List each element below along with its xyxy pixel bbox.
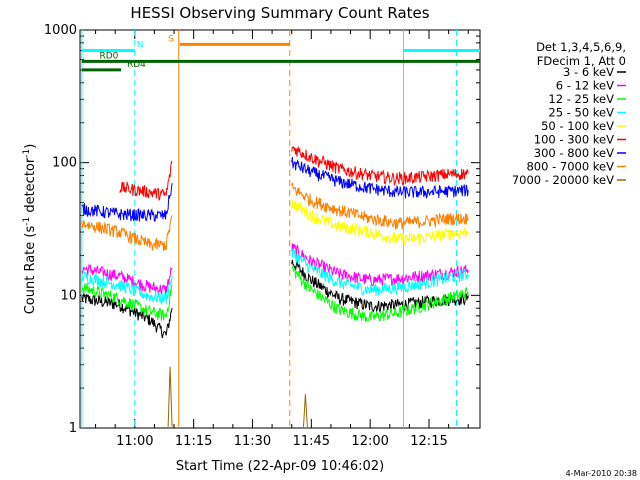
legend-label-100-300-kev: 100 - 300 keV <box>534 133 614 147</box>
series-line-25-50-kev <box>81 271 173 306</box>
series-25-50-kev <box>81 246 469 306</box>
plot-frame <box>79 29 481 429</box>
y-tick-label: 100 <box>52 156 77 171</box>
plot-area <box>79 29 481 429</box>
series-12-25-kev <box>81 265 469 323</box>
vertical-markers <box>81 30 457 428</box>
series-line-7000-20000-kev <box>167 366 173 427</box>
series-line-25-50-kev <box>291 246 469 297</box>
state-bar-label-rd0: RD0 <box>99 51 118 61</box>
series-line-300-800-kev <box>291 156 469 199</box>
x-tick-label: 11:00 <box>116 434 153 449</box>
data-series <box>81 145 469 427</box>
x-axis-ticks: 11:00 11:15 11:30 11:45 12:00 12:15 <box>95 30 469 449</box>
legend: Det 1,3,4,5,6,9,FDecim 1, Att 03 - 6 keV… <box>512 40 626 187</box>
state-bars: N S RD0 RD4 <box>81 34 480 72</box>
x-tick-label: 11:45 <box>293 434 330 449</box>
y-axis-label-exp2: -1 <box>22 149 32 158</box>
legend-label-7000-20000-kev: 7000 - 20000 keV <box>512 173 614 187</box>
legend-label-25-50-kev: 25 - 50 keV <box>548 106 614 120</box>
series-line-12-25-kev <box>291 265 469 323</box>
series-line-100-300-kev <box>291 145 469 187</box>
legend-header-line: Det 1,3,4,5,6,9, <box>536 40 626 54</box>
series-line-3-6-kev <box>291 259 469 314</box>
legend-label-800-7000-kev: 800 - 7000 keV <box>526 160 614 174</box>
series-line-3-6-kev <box>81 292 173 339</box>
series-3-6-kev <box>81 259 469 339</box>
legend-header-line: FDecim 1, Att 0 <box>537 54 626 68</box>
y-tick-label: 1 <box>69 421 77 436</box>
y-axis-label-mid: detector <box>23 157 38 217</box>
series-50-100-kev <box>291 199 469 247</box>
series-line-50-100-kev <box>291 199 469 247</box>
series-line-800-7000-kev <box>291 182 469 230</box>
state-bar-label-n: N <box>137 41 144 51</box>
x-tick-label: 12:15 <box>410 434 447 449</box>
x-tick-label: 11:15 <box>175 434 212 449</box>
series-line-6-12-kev <box>291 243 469 287</box>
series-line-800-7000-kev <box>81 215 173 252</box>
x-axis-label: Start Time (22-Apr-09 10:46:02) <box>176 459 384 474</box>
y-axis-label-main: Count Rate (s <box>23 226 38 315</box>
legend-label-6-12-kev: 6 - 12 keV <box>556 79 614 93</box>
series-line-300-800-kev <box>81 183 173 222</box>
series-line-100-300-kev <box>119 160 173 201</box>
footer-date: 4-Mar-2010 20:38 <box>566 469 637 478</box>
series-300-800-kev <box>81 156 469 222</box>
y-tick-label: 10 <box>60 288 77 303</box>
legend-label-300-800-kev: 300 - 800 keV <box>534 146 614 160</box>
series-100-300-kev <box>119 145 469 201</box>
legend-label-3-6-kev: 3 - 6 keV <box>563 65 614 79</box>
y-axis-label-exp1: -1 <box>22 217 32 226</box>
state-bar-label-rd4: RD4 <box>127 60 146 70</box>
y-axis-label-end: ) <box>23 144 38 149</box>
y-tick-label: 1000 <box>44 23 77 38</box>
series-line-7000-20000-kev <box>303 394 308 427</box>
x-tick-label: 12:00 <box>351 434 388 449</box>
y-axis-label: Count Rate (s-1 detector-1) <box>22 144 38 315</box>
legend-label-12-25-kev: 12 - 25 keV <box>548 92 614 106</box>
legend-label-50-100-kev: 50 - 100 keV <box>541 119 614 133</box>
state-bar-label-s: S <box>168 34 174 44</box>
x-tick-label: 11:30 <box>234 434 271 449</box>
series-line-12-25-kev <box>81 283 173 321</box>
series-800-7000-kev <box>81 182 469 252</box>
series-7000-20000-kev <box>167 366 308 427</box>
chart-title: HESSI Observing Summary Count Rates <box>130 4 429 22</box>
